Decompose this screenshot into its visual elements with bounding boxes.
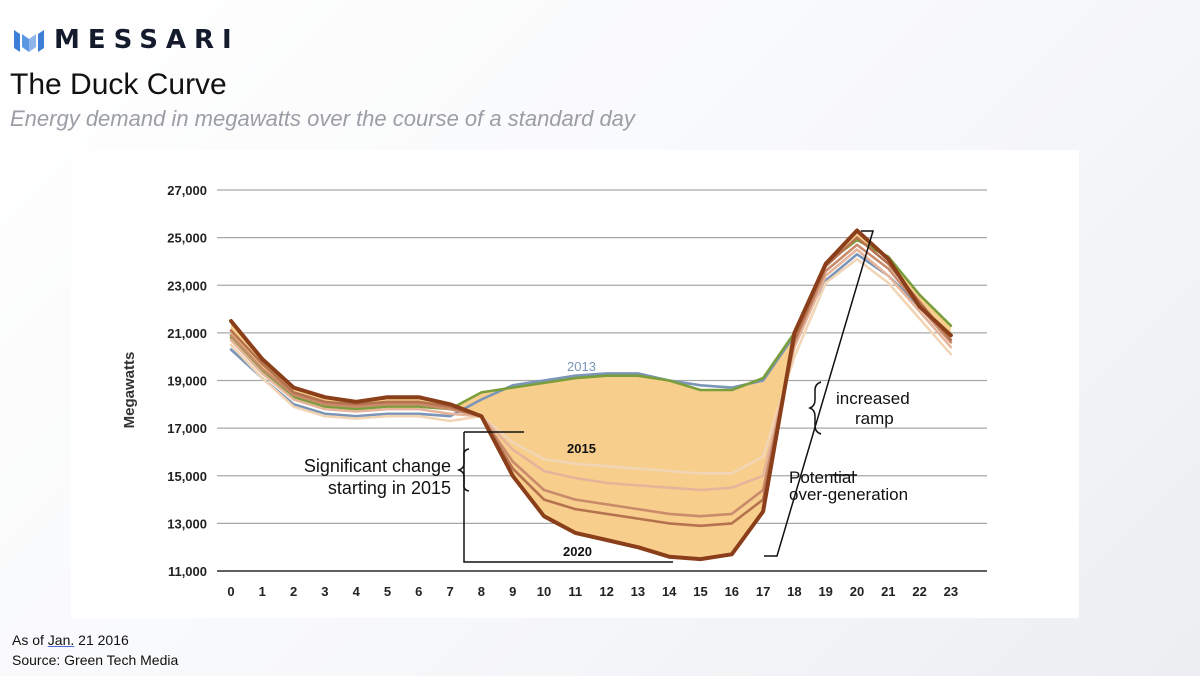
x-tick-label: 9 xyxy=(509,584,516,599)
x-tick-label: 8 xyxy=(478,584,485,599)
ramp-annotation-line1: increased xyxy=(836,389,910,408)
x-tick-label: 2 xyxy=(290,584,297,599)
duck-curve-chart: 11,000 13,000 15,000 17,000 19,000 21,000 23,0… xyxy=(121,183,987,599)
x-tick-label: 12 xyxy=(599,584,613,599)
axes: 11,000 13,000 15,000 17,000 19,000 21,000 23,0… xyxy=(167,183,987,599)
x-tick-label: 16 xyxy=(725,584,739,599)
x-tick-label: 4 xyxy=(353,584,361,599)
x-tick-label: 21 xyxy=(881,584,895,599)
annotations: Significant change starting in 2015 incr… xyxy=(304,230,910,563)
x-tick-label: 20 xyxy=(850,584,864,599)
x-tick-label: 15 xyxy=(693,584,707,599)
y-tick-label: 13,000 xyxy=(167,516,207,531)
y-axis-label: Megawatts xyxy=(121,352,138,429)
as-of-date: 21 2016 xyxy=(78,632,129,648)
x-tick-label: 10 xyxy=(537,584,551,599)
x-tick-label: 18 xyxy=(787,584,801,599)
x-tick-label: 19 xyxy=(818,584,832,599)
brand-name: MESSARI xyxy=(54,25,240,55)
messari-logo: MESSARI xyxy=(14,26,240,54)
y-tick-label: 23,000 xyxy=(167,278,207,293)
as-of-note: As of Jan. 21 2016 xyxy=(12,632,129,648)
source-note: Source: Green Tech Media xyxy=(12,652,179,668)
as-of-prefix: As of xyxy=(12,632,44,648)
y-tick-label: 17,000 xyxy=(167,421,207,436)
x-tick-label: 6 xyxy=(415,584,422,599)
y-tick-label: 15,000 xyxy=(167,469,207,484)
series-lines xyxy=(229,228,953,562)
x-tick-label: 5 xyxy=(384,584,391,599)
x-tick-label: 14 xyxy=(662,584,677,599)
messari-logo-icon xyxy=(14,30,44,52)
change-annotation-line2: starting in 2015 xyxy=(328,478,451,498)
x-tick-label: 17 xyxy=(756,584,770,599)
x-tick-label: 23 xyxy=(944,584,958,599)
y-tick-label: 21,000 xyxy=(167,326,207,341)
chart-panel: 11,000 13,000 15,000 17,000 19,000 21,000 23,0… xyxy=(71,150,1079,618)
x-tick-label: 13 xyxy=(631,584,645,599)
ramp-annotation-line2: ramp xyxy=(855,409,894,428)
series-line-2012 xyxy=(229,253,953,418)
series-line-2020 xyxy=(229,228,953,562)
series-line-2017 xyxy=(229,236,953,528)
ramp-bracket xyxy=(764,230,875,557)
x-tick-label: 11 xyxy=(568,584,582,599)
label-2013: 2013 xyxy=(567,359,596,374)
x-tick-label: 1 xyxy=(259,584,266,599)
page-subtitle: Energy demand in megawatts over the cour… xyxy=(10,106,635,131)
y-tick-label: 25,000 xyxy=(167,231,207,246)
page-title: The Duck Curve xyxy=(10,68,227,101)
x-tick-label: 7 xyxy=(446,584,453,599)
y-tick-label: 11,000 xyxy=(168,564,207,579)
y-tick-label: 27,000 xyxy=(167,183,207,198)
ramp-brace-icon xyxy=(807,381,822,435)
label-2015: 2015 xyxy=(567,441,596,456)
change-annotation-line1: Significant change xyxy=(304,456,451,476)
overgen-annotation-line2: over-generation xyxy=(789,485,908,504)
series-line-2016 xyxy=(229,243,953,518)
overgen-annotation-line1: Potential xyxy=(789,468,855,487)
as-of-month: Jan. xyxy=(47,632,75,648)
change-brace-icon xyxy=(456,448,470,492)
series-line-2015 xyxy=(229,248,953,492)
label-2020: 2020 xyxy=(563,544,592,559)
series-line-2014 xyxy=(229,257,953,475)
x-tick-label: 3 xyxy=(321,584,328,599)
chart-fill-area xyxy=(231,230,951,560)
x-tick-label: 22 xyxy=(912,584,926,599)
y-tick-label: 19,000 xyxy=(167,374,207,389)
x-tick-label: 0 xyxy=(227,584,234,599)
